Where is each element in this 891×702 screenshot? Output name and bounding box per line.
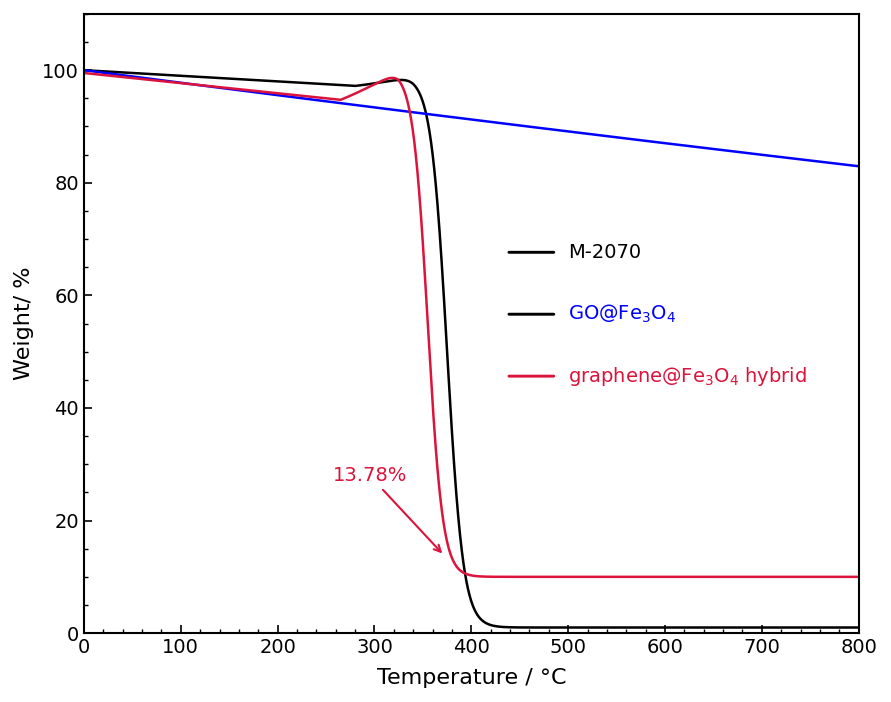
Text: M-2070: M-2070 <box>568 243 642 262</box>
Text: GO@Fe$_3$O$_4$: GO@Fe$_3$O$_4$ <box>568 303 676 325</box>
X-axis label: Temperature / °C: Temperature / °C <box>377 668 566 688</box>
Text: graphene@Fe$_3$O$_4$ hybrid: graphene@Fe$_3$O$_4$ hybrid <box>568 364 807 388</box>
Y-axis label: Weight/ %: Weight/ % <box>14 267 34 380</box>
Text: 13.78%: 13.78% <box>332 466 441 552</box>
